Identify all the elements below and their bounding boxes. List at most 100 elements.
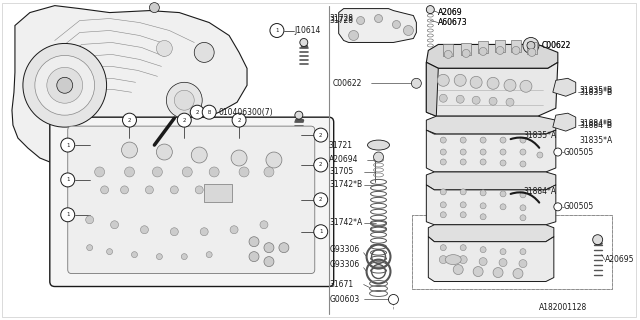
Circle shape <box>107 249 113 255</box>
Circle shape <box>520 80 532 92</box>
Circle shape <box>520 215 526 221</box>
Text: A60673: A60673 <box>438 18 468 27</box>
Circle shape <box>512 46 520 54</box>
Circle shape <box>520 137 526 143</box>
Circle shape <box>220 188 228 196</box>
Text: 1: 1 <box>66 212 70 217</box>
Circle shape <box>456 95 464 103</box>
Circle shape <box>437 74 449 86</box>
Circle shape <box>537 152 543 158</box>
Circle shape <box>520 149 526 155</box>
Circle shape <box>181 254 188 260</box>
Text: 31721: 31721 <box>329 140 353 149</box>
Circle shape <box>149 3 159 12</box>
Circle shape <box>500 149 506 155</box>
Polygon shape <box>426 185 556 225</box>
Circle shape <box>95 167 104 177</box>
Circle shape <box>426 6 435 13</box>
Text: 010406300(7): 010406300(7) <box>218 108 273 117</box>
Circle shape <box>140 226 148 234</box>
Circle shape <box>86 216 93 224</box>
Text: A2069: A2069 <box>438 8 463 17</box>
Text: 2: 2 <box>319 132 323 138</box>
Text: 31835*A: 31835*A <box>523 131 556 140</box>
Circle shape <box>499 259 507 267</box>
Text: J10614: J10614 <box>295 26 321 35</box>
Circle shape <box>520 192 526 198</box>
Circle shape <box>61 173 75 187</box>
Circle shape <box>86 245 93 251</box>
Circle shape <box>170 186 179 194</box>
Text: 2: 2 <box>319 163 323 167</box>
Circle shape <box>440 212 446 218</box>
Text: 31884*B: 31884*B <box>580 119 612 128</box>
Text: C00622: C00622 <box>333 79 362 88</box>
Circle shape <box>496 46 504 54</box>
Circle shape <box>440 189 446 195</box>
Circle shape <box>480 159 486 165</box>
Circle shape <box>593 235 603 245</box>
Circle shape <box>513 268 523 278</box>
Circle shape <box>230 226 238 234</box>
Circle shape <box>190 105 204 119</box>
Circle shape <box>120 186 129 194</box>
Circle shape <box>520 205 526 211</box>
Ellipse shape <box>367 140 390 150</box>
Circle shape <box>209 167 219 177</box>
Circle shape <box>200 228 208 236</box>
Circle shape <box>314 193 328 207</box>
Circle shape <box>472 96 480 104</box>
Text: A20694: A20694 <box>329 156 358 164</box>
Text: 2: 2 <box>319 197 323 202</box>
Bar <box>495 40 505 52</box>
Text: G93306: G93306 <box>330 245 360 254</box>
Text: 1: 1 <box>319 229 323 234</box>
Text: 2: 2 <box>195 110 199 115</box>
Circle shape <box>444 51 452 58</box>
Text: 31884*B: 31884*B <box>580 121 612 130</box>
Circle shape <box>462 49 470 57</box>
Circle shape <box>440 202 446 208</box>
Bar <box>412 215 612 290</box>
Circle shape <box>249 252 259 262</box>
Text: 31728: 31728 <box>330 14 354 23</box>
Circle shape <box>249 237 259 247</box>
Circle shape <box>506 98 514 106</box>
Circle shape <box>177 113 191 127</box>
Circle shape <box>264 243 274 252</box>
Text: G93306: G93306 <box>330 260 360 269</box>
Circle shape <box>264 167 274 177</box>
Circle shape <box>156 144 172 160</box>
Circle shape <box>111 221 118 229</box>
Polygon shape <box>553 113 576 131</box>
Text: 31671: 31671 <box>330 280 354 289</box>
Circle shape <box>460 256 467 264</box>
Circle shape <box>460 245 466 251</box>
Circle shape <box>122 113 136 127</box>
Circle shape <box>356 17 365 25</box>
Circle shape <box>480 190 486 196</box>
Polygon shape <box>426 172 556 190</box>
Bar <box>527 43 537 54</box>
Circle shape <box>473 267 483 276</box>
Circle shape <box>480 214 486 220</box>
Circle shape <box>388 294 399 304</box>
Circle shape <box>520 249 526 255</box>
Text: 2: 2 <box>237 118 241 123</box>
Ellipse shape <box>445 255 461 265</box>
Circle shape <box>479 47 487 55</box>
Text: C00622: C00622 <box>542 41 572 50</box>
Circle shape <box>500 160 506 166</box>
Text: G00603: G00603 <box>330 295 360 304</box>
Circle shape <box>314 158 328 172</box>
Circle shape <box>554 148 562 156</box>
Circle shape <box>35 55 95 115</box>
Circle shape <box>479 258 487 266</box>
Circle shape <box>403 26 413 36</box>
Circle shape <box>314 225 328 239</box>
Circle shape <box>170 228 179 236</box>
Circle shape <box>195 186 204 194</box>
Text: 31742*A: 31742*A <box>330 218 363 227</box>
Circle shape <box>202 105 216 119</box>
Circle shape <box>182 167 192 177</box>
